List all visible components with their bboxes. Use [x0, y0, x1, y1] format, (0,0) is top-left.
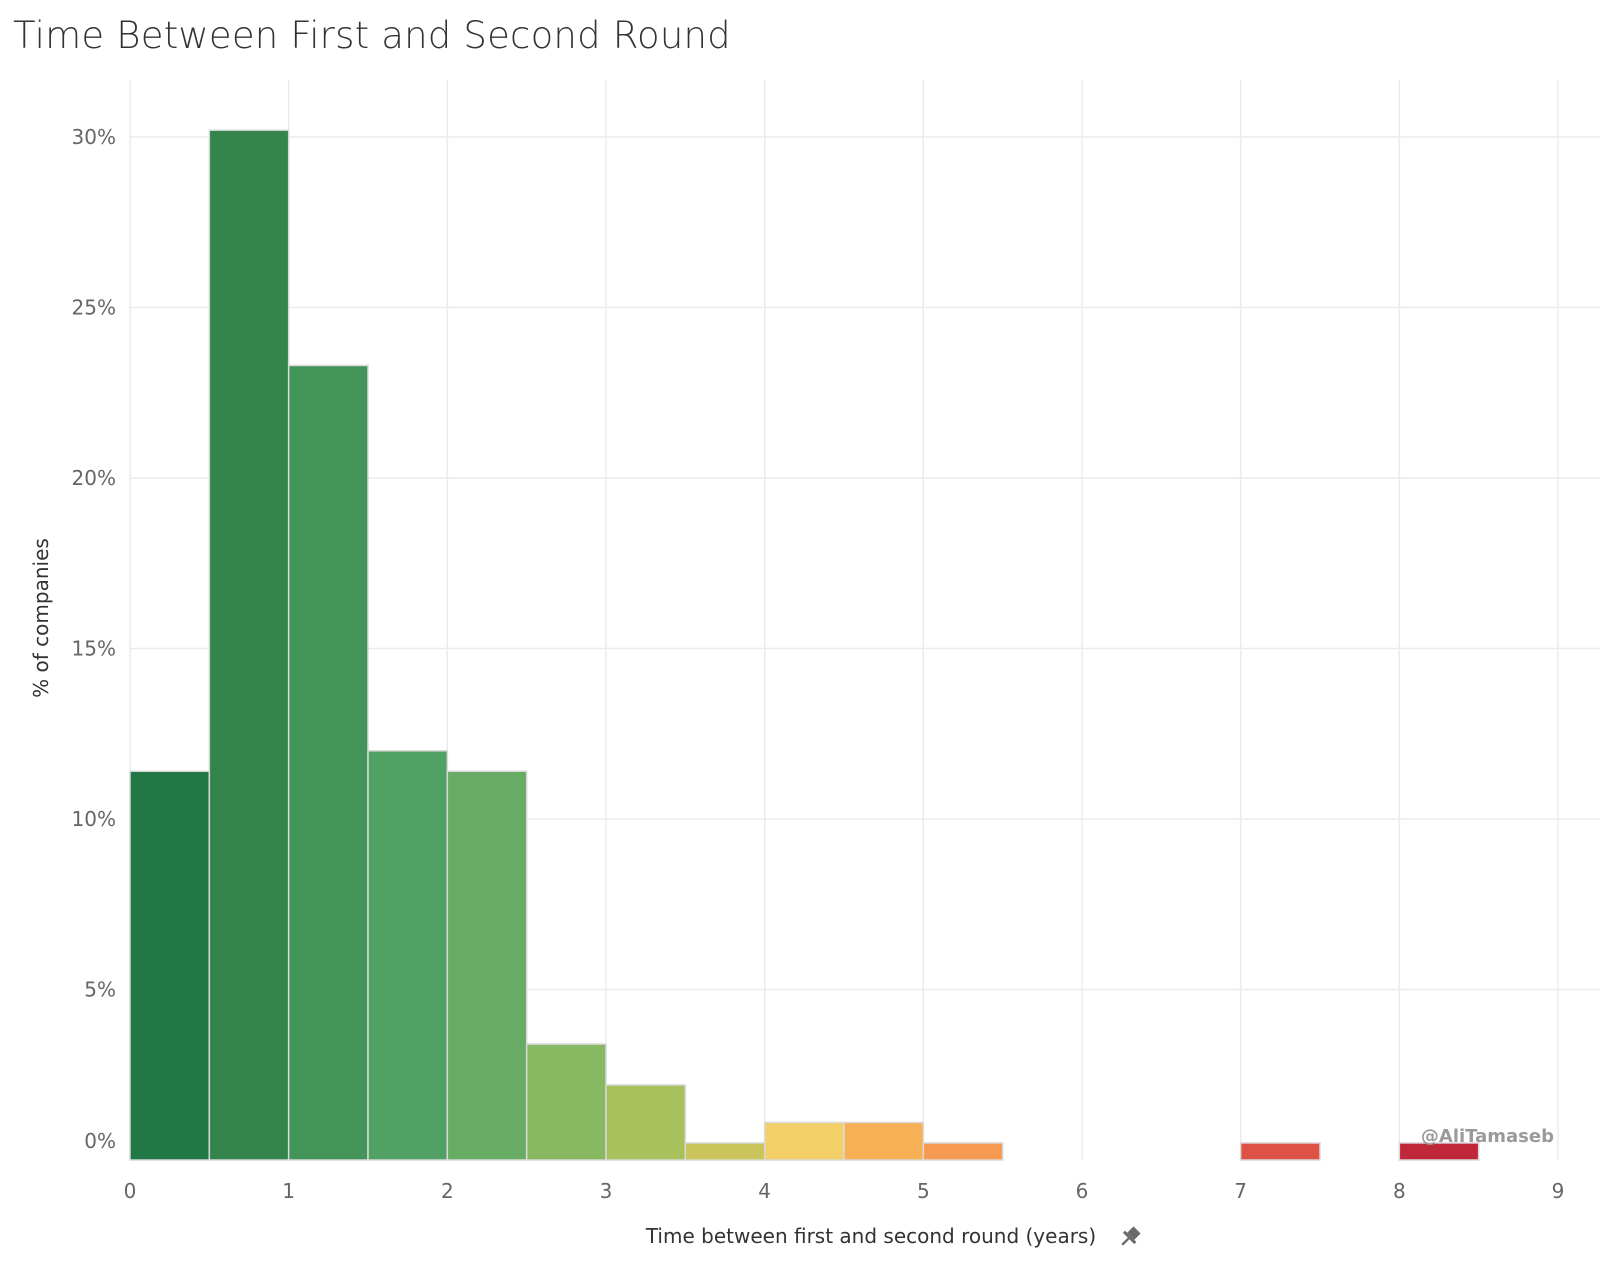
- x-tick-label: 3: [600, 1179, 613, 1203]
- x-tick-label: 1: [282, 1179, 295, 1203]
- pin-icon[interactable]: [1117, 1224, 1143, 1250]
- x-axis-ticks: 0 1 2 3 4 5 6 7 8 9: [124, 1179, 1565, 1203]
- histogram-bar[interactable]: [208, 129, 290, 1161]
- histogram-bar[interactable]: [446, 770, 528, 1161]
- histogram-bar[interactable]: [763, 1121, 845, 1161]
- histogram-bar[interactable]: [1239, 1142, 1321, 1161]
- y-axis-label: % of companies: [29, 538, 53, 698]
- histogram-bar[interactable]: [1398, 1142, 1480, 1161]
- x-tick-label: 4: [758, 1179, 771, 1203]
- x-tick-label: 7: [1234, 1179, 1247, 1203]
- histogram-bar[interactable]: [922, 1142, 1004, 1161]
- histogram-bar[interactable]: [843, 1121, 925, 1161]
- y-axis-ticks: 0% 5% 10% 15% 20% 25% 30%: [72, 125, 116, 1153]
- histogram-bars: [129, 129, 1480, 1161]
- x-tick-label: 6: [1076, 1179, 1089, 1203]
- y-tick-label: 0%: [84, 1129, 116, 1153]
- histogram-bar[interactable]: [684, 1142, 766, 1161]
- x-tick-label: 8: [1393, 1179, 1406, 1203]
- histogram-bar[interactable]: [605, 1084, 687, 1161]
- x-tick-label: 2: [441, 1179, 454, 1203]
- y-tick-label: 10%: [72, 807, 116, 831]
- y-tick-label: 20%: [72, 466, 116, 490]
- y-tick-label: 15%: [72, 637, 116, 661]
- chart-title: Time Between First and Second Round: [13, 14, 731, 57]
- watermark: @AliTamaseb: [1421, 1126, 1554, 1147]
- y-tick-label: 25%: [72, 296, 116, 320]
- x-tick-label: 5: [917, 1179, 930, 1203]
- histogram-bar[interactable]: [367, 750, 449, 1161]
- x-tick-label: 9: [1552, 1179, 1565, 1203]
- y-tick-label: 5%: [84, 978, 116, 1002]
- grid-lines: [129, 80, 1600, 1160]
- x-axis-label: Time between first and second round (yea…: [645, 1224, 1096, 1248]
- histogram-bar[interactable]: [525, 1043, 607, 1161]
- y-tick-label: 30%: [72, 125, 116, 149]
- histogram-bar[interactable]: [287, 364, 369, 1161]
- histogram-bar[interactable]: [129, 770, 211, 1161]
- x-tick-label: 0: [124, 1179, 137, 1203]
